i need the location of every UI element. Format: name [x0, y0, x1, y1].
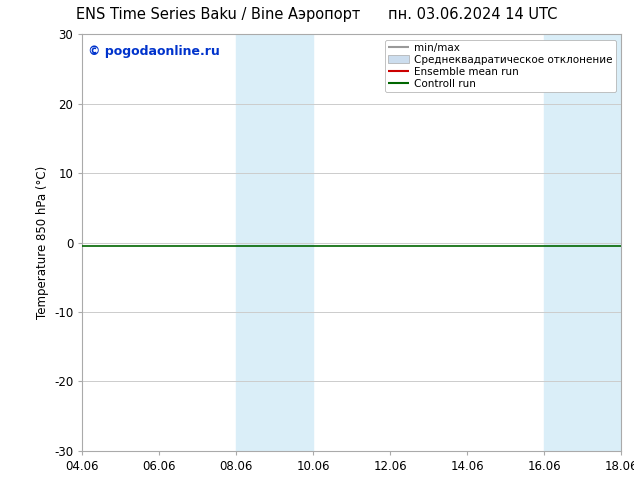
Text: ENS Time Series Baku / Bine Аэропорт      пн. 03.06.2024 14 UTC: ENS Time Series Baku / Bine Аэропорт пн.… — [76, 7, 558, 23]
Bar — [236, 34, 313, 451]
Legend: min/max, Среднеквадратическое отклонение, Ensemble mean run, Controll run: min/max, Среднеквадратическое отклонение… — [385, 40, 616, 92]
Bar — [545, 34, 621, 451]
Text: © pogodaonline.ru: © pogodaonline.ru — [87, 45, 219, 58]
Y-axis label: Temperature 850 hPa (°C): Temperature 850 hPa (°C) — [36, 166, 49, 319]
